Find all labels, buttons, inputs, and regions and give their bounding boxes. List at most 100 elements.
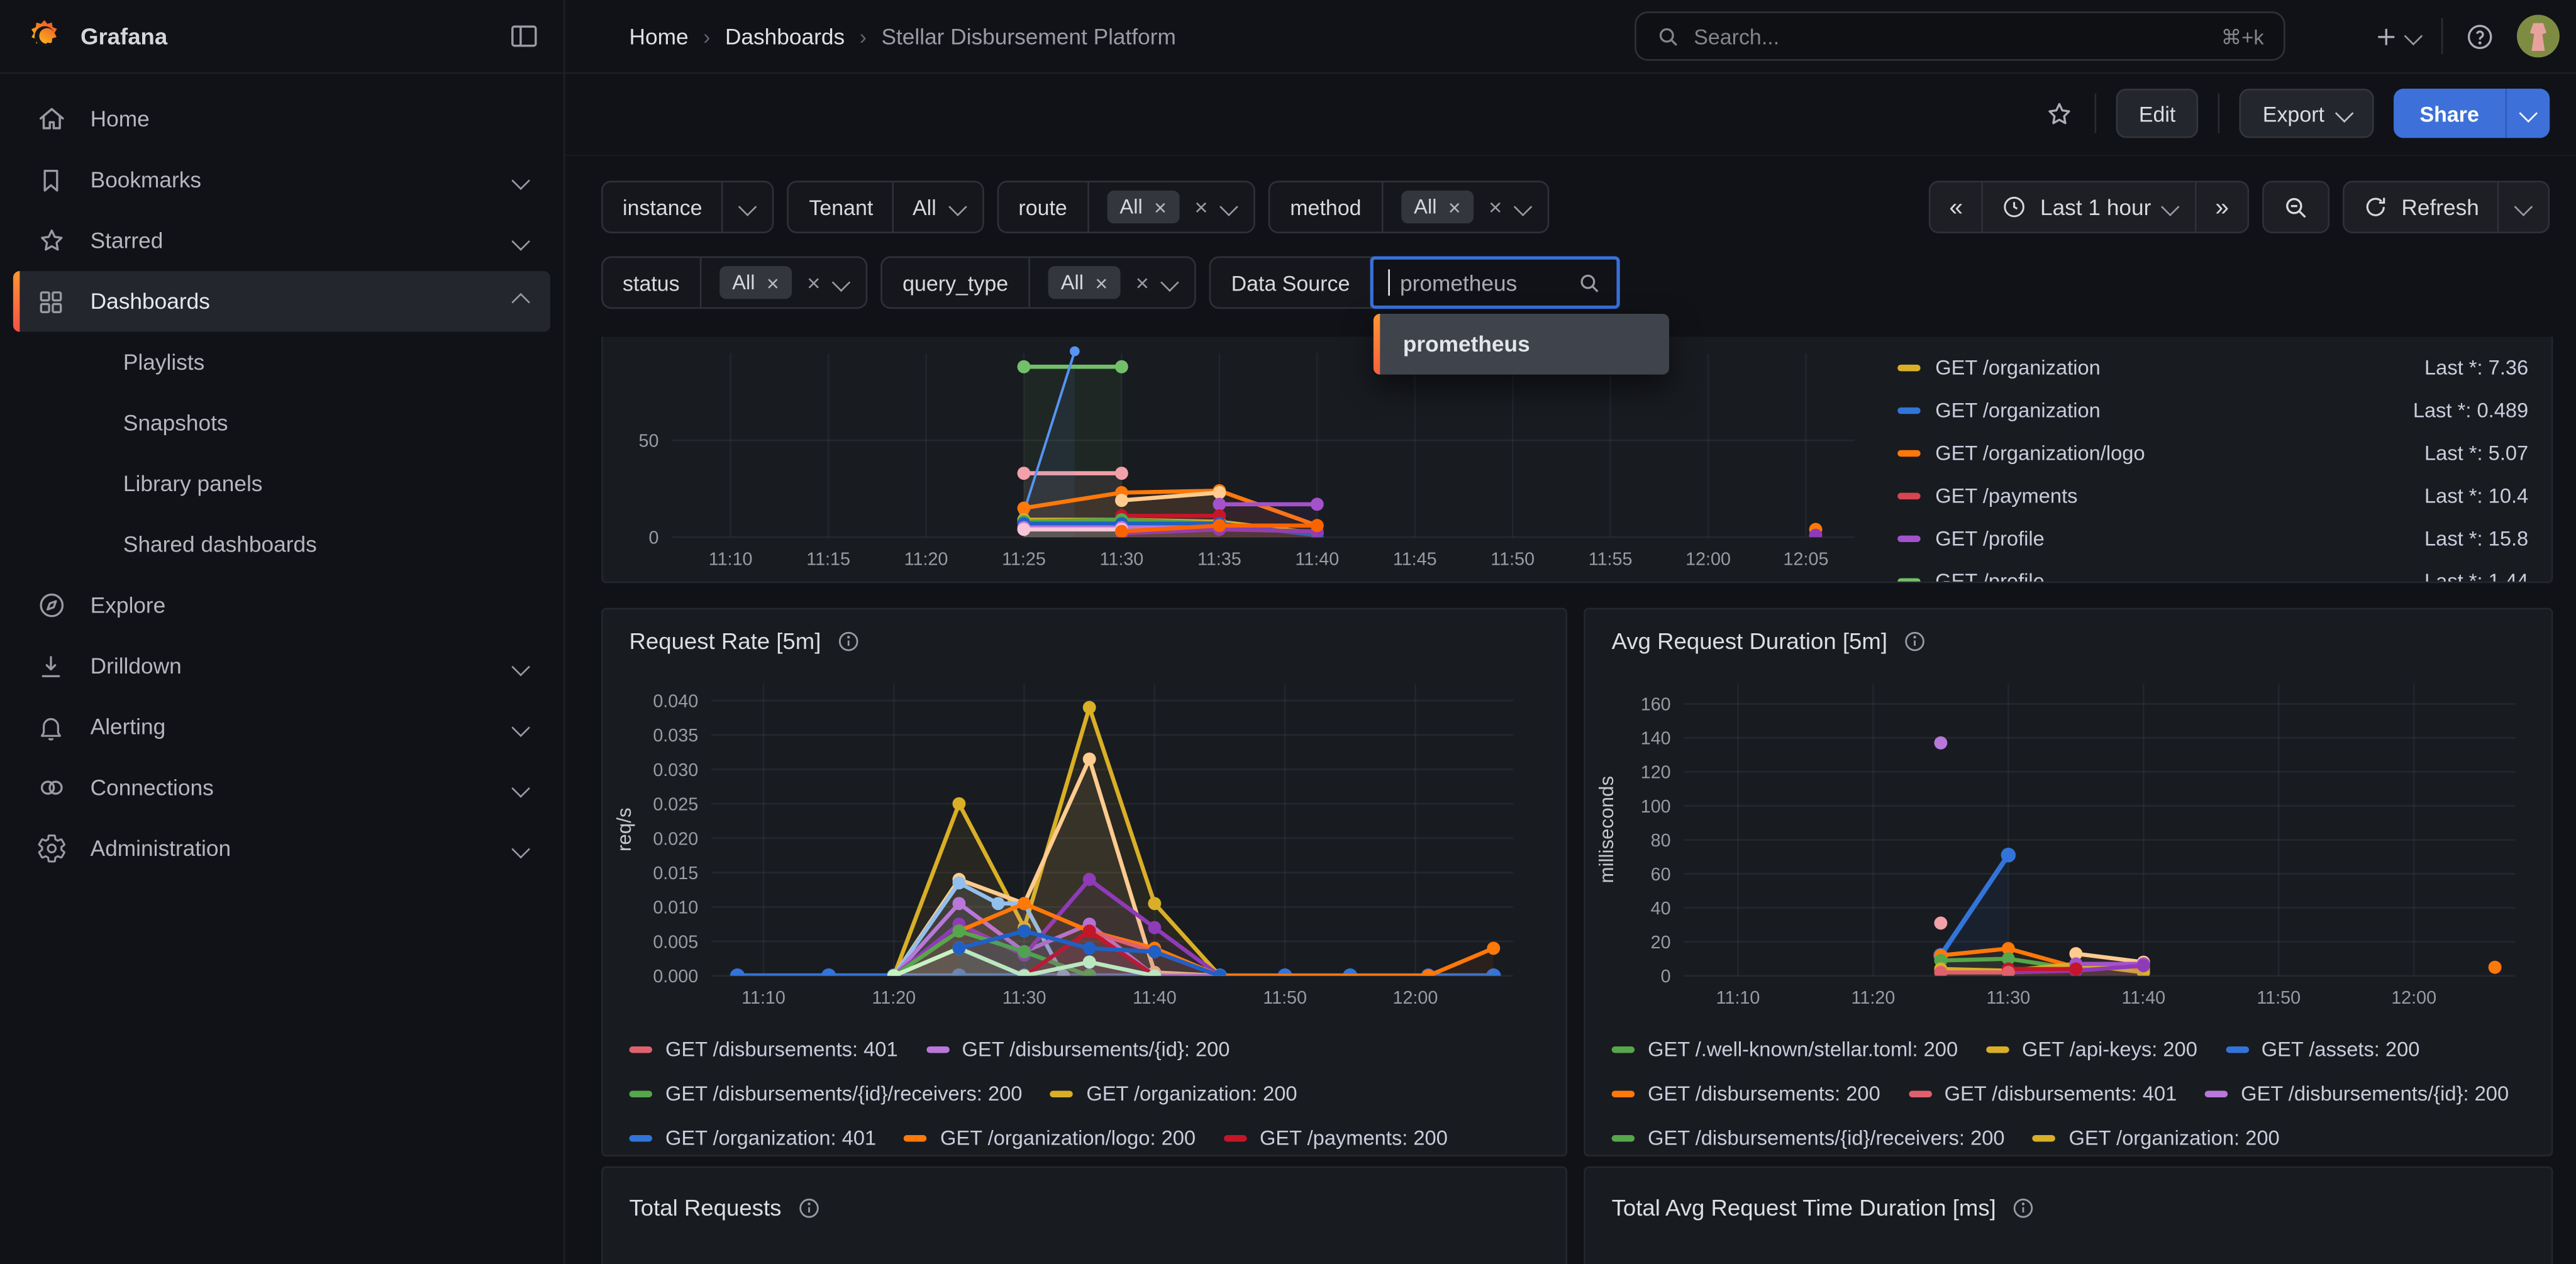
search-input[interactable]: Search... ⌘+k [1635,11,2285,61]
filter-tag[interactable]: All × [1401,191,1474,224]
legend-item[interactable]: GET /organization Last *: 7.36 [1897,346,2528,389]
sidebar-item-library-panels[interactable]: Library panels [13,453,550,514]
clear-filter-icon[interactable]: × [1489,194,1502,221]
time-shift-forward-button[interactable]: » [2195,182,2247,232]
sidebar-item-shared-dashboards[interactable]: Shared dashboards [13,514,550,575]
sidebar-item-playlists[interactable]: Playlists [13,332,550,393]
legend-item[interactable]: GET /disbursements: 401 [629,1035,898,1065]
legend-item[interactable]: GET /organization: 200 [1050,1079,1297,1109]
filter-tag[interactable]: All × [1106,191,1180,224]
dropdown-option-prometheus[interactable]: prometheus [1402,331,1530,357]
zoom-out-button[interactable] [2263,182,2328,231]
filter-instance[interactable]: instance [601,180,775,233]
svg-text:11:10: 11:10 [709,550,753,570]
legend-item[interactable]: GET /api-keys: 200 [1985,1035,2197,1065]
avg-duration-chart[interactable]: 11:10 11:20 11:30 11:40 11:50 12:00 0 20 40 60 80 1… [1592,663,2531,1021]
legend-item[interactable]: GET /payments: 200 [1223,1124,1448,1153]
add-new-button[interactable] [2372,22,2423,50]
legend-item[interactable]: GET /profile Last *: 15.8 [1897,518,2528,560]
help-button[interactable] [2464,21,2496,52]
time-series-chart[interactable]: 11:10 11:15 11:20 11:25 11:30 11:35 11:40 11:45… [613,340,1877,580]
sidebar-item-starred[interactable]: Starred [13,210,550,271]
export-button[interactable]: Export [2240,89,2374,138]
sidebar-item-connections[interactable]: Connections [13,757,550,818]
legend-item[interactable]: GET /disbursements/{id}/receivers: 200 [629,1079,1022,1109]
refresh-button[interactable]: Refresh [2344,182,2497,231]
svg-text:0.015: 0.015 [653,863,698,884]
clear-filter-icon[interactable]: × [1135,269,1149,296]
legend-item[interactable]: GET /organization: 200 [2033,1124,2280,1153]
share-button[interactable]: Share [2393,89,2550,138]
filter-tenant[interactable]: Tenant All [787,180,984,233]
sidebar-item-bookmarks[interactable]: Bookmarks [13,150,550,211]
data-source-input[interactable]: prometheus [1369,256,1619,309]
remove-tag-icon[interactable]: × [1448,194,1461,219]
legend-item[interactable]: GET /organization Last *: 0.489 [1897,389,2528,432]
series-swatch [2225,1046,2248,1053]
chevron-down-icon [511,718,530,736]
filter-method[interactable]: method All × × [1269,180,1550,233]
star-icon [36,225,69,257]
refresh-interval-button[interactable] [2497,182,2548,232]
filter-tag[interactable]: All × [1047,266,1121,299]
legend-item[interactable]: GET /payments Last *: 10.4 [1897,475,2528,518]
remove-tag-icon[interactable]: × [1154,194,1167,219]
legend-item[interactable]: GET /organization/logo Last *: 5.07 [1897,432,2528,475]
filter-route[interactable]: route All × × [997,180,1256,233]
svg-text:12:00: 12:00 [1685,550,1731,570]
sidebar-item-dashboards[interactable]: Dashboards [13,271,551,332]
legend-item[interactable]: GET /disbursements/{id}: 200 [2204,1079,2509,1109]
panel-header[interactable]: Avg Request Duration [5m] [1585,609,2551,663]
sidebar-item-administration[interactable]: Administration [13,818,550,879]
remove-tag-icon[interactable]: × [766,270,779,295]
svg-text:0.000: 0.000 [653,967,698,987]
panel-header[interactable]: Total Avg Request Time Duration [ms] [1585,1168,2551,1230]
request-rate-chart[interactable]: 11:10 11:20 11:30 11:40 11:50 12:00 0.000 0.005… [609,663,1530,1021]
share-menu-button[interactable] [2505,89,2550,138]
legend-item[interactable]: GET /disbursements/{id}: 200 [926,1035,1230,1065]
info-icon[interactable] [796,1195,821,1219]
breadcrumb-dashboards[interactable]: Dashboards [724,23,845,49]
legend-item[interactable]: GET /.well-known/stellar.toml: 200 [1611,1035,1958,1065]
nav-actions [2372,0,2560,72]
info-icon[interactable] [836,628,860,653]
sidebar-item-alerting[interactable]: Alerting [13,697,550,758]
series-name: GET /organization/logo [1935,441,2145,465]
avatar[interactable] [2516,14,2560,58]
time-range-picker[interactable]: Last 1 hour [1980,182,2196,232]
remove-tag-icon[interactable]: × [1095,270,1108,295]
panel-header[interactable]: Request Rate [5m] [603,609,1566,663]
svg-text:milliseconds: milliseconds [1596,776,1618,884]
star-button[interactable] [2043,97,2075,129]
time-range-label: Last 1 hour [2040,194,2151,219]
legend-item[interactable]: GET /disbursements/{id}/receivers: 200 [1611,1124,2005,1153]
legend-item[interactable]: GET /assets: 200 [2225,1035,2419,1065]
legend-item[interactable]: GET /disbursements: 401 [1908,1079,2177,1109]
legend-item[interactable]: GET /organization: 401 [629,1124,876,1153]
sidebar-item-explore[interactable]: Explore [13,575,550,636]
series-last-value: Last *: 5.07 [2424,441,2529,465]
sidebar-item-snapshots[interactable]: Snapshots [13,392,550,453]
sidebar-collapse-icon[interactable] [508,19,540,52]
filter-query-type[interactable]: query_type All × × [881,256,1197,309]
sidebar-item-drilldown[interactable]: Drilldown [13,636,550,697]
svg-text:140: 140 [1641,729,1671,749]
edit-button[interactable]: Edit [2116,89,2199,138]
filter-status[interactable]: status All × × [601,256,869,309]
info-icon[interactable] [1902,628,1927,653]
svg-text:0.035: 0.035 [653,726,698,746]
search-placeholder: Search... [1694,23,1780,49]
legend-item[interactable]: GET /profile Last *: 1.44 [1897,560,2528,582]
chevron-down-icon [511,839,530,858]
legend-item[interactable]: GET /organization/logo: 200 [904,1124,1196,1153]
sidebar-item-home[interactable]: Home [13,89,550,150]
clear-filter-icon[interactable]: × [1194,194,1208,221]
info-icon[interactable] [2011,1195,2035,1219]
breadcrumb-home[interactable]: Home [629,23,689,49]
clear-filter-icon[interactable]: × [807,269,821,296]
legend-item[interactable]: GET /disbursements: 200 [1611,1079,1880,1109]
filter-tag[interactable]: All × [719,266,792,299]
svg-text:11:50: 11:50 [2257,988,2301,1008]
panel-header[interactable]: Total Requests [603,1168,1566,1230]
time-shift-back-button[interactable]: « [1949,192,1963,221]
